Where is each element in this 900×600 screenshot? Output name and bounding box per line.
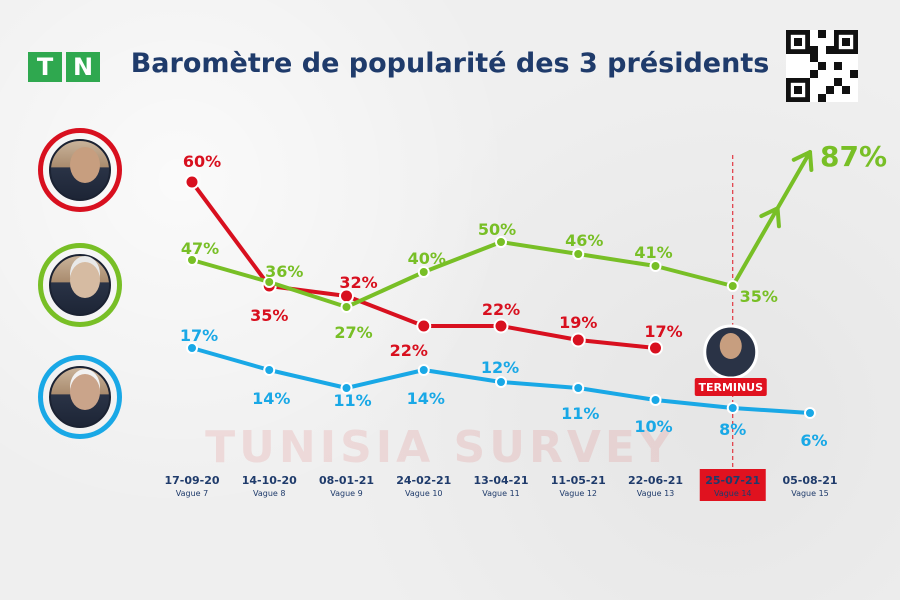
series-2-point-0 (186, 342, 198, 354)
series-2-label-1: 14% (252, 389, 290, 408)
series-0-label-2: 32% (339, 273, 377, 292)
x-tick-date-0: 17-09-20 (164, 474, 219, 487)
series-1-point-2 (340, 301, 353, 313)
series-2-label-0: 17% (180, 326, 218, 345)
series-2-label-2: 11% (333, 391, 371, 410)
x-tick-date-5: 11-05-21 (551, 474, 606, 487)
series-1-point-1 (263, 276, 276, 288)
trend-arrow-icon (791, 150, 814, 172)
watermark-text: TUNISIA SURVEY (205, 422, 675, 473)
x-axis: 17-09-20 Vague 7 14-10-20 Vague 8 08-01-21 Va… (164, 469, 838, 501)
x-tick-wave-7: Vague 14 (714, 489, 752, 498)
series-1-label-5: 46% (565, 231, 603, 250)
series-0-point-4 (493, 318, 509, 334)
x-tick-date-8: 05-08-21 (782, 474, 837, 487)
series-1-label-2: 27% (334, 323, 372, 342)
series-1-point-6 (649, 260, 662, 272)
series-0-point-3 (416, 318, 432, 334)
series-2-point-5 (572, 382, 585, 394)
series-2-label-6: 10% (634, 417, 672, 436)
series-layer: 60% 35% 32% 22% 22% 19% 17% 47% 36% 27% 40% 50% 46% 4… (180, 140, 887, 468)
logo-letter-n: N (66, 52, 100, 82)
x-tick-wave-6: Vague 13 (637, 489, 675, 498)
series-1-label-6: 41% (634, 243, 672, 262)
x-tick-wave-2: Vague 9 (330, 489, 362, 498)
series-1-label-0: 47% (181, 239, 219, 258)
series-2-label-8: 6% (800, 431, 827, 450)
series-0-point-5 (570, 332, 586, 348)
avatar-green-series (38, 243, 122, 327)
x-tick-wave-1: Vague 8 (253, 489, 285, 498)
series-2-label-7: 8% (719, 420, 746, 439)
qr-code (786, 30, 858, 102)
series-1-label-1: 36% (265, 262, 303, 281)
avatar-red-series (38, 128, 122, 212)
series-1-label-4: 50% (478, 220, 516, 239)
terminus-label: TERMINUS (698, 381, 763, 394)
series-0-label-3: 22% (390, 341, 428, 360)
series-2-label-4: 12% (481, 358, 519, 377)
x-highlight-box (699, 469, 766, 501)
series-0-label-1: 35% (250, 306, 288, 325)
x-tick-wave-8: Vague 15 (791, 489, 829, 498)
trend-arrow-icon (759, 206, 781, 229)
series-2-point-2 (340, 382, 353, 394)
series-2-point-3 (417, 364, 430, 376)
x-tick-wave-3: Vague 10 (405, 489, 443, 498)
series-0-point-6 (648, 340, 663, 356)
series-1-label-3: 40% (408, 249, 446, 268)
x-tick-wave-0: Vague 7 (176, 489, 208, 498)
series-1-point-5 (572, 248, 585, 260)
series-1-label-7: 35% (740, 287, 778, 306)
x-tick-wave-5: Vague 12 (559, 489, 597, 498)
tn-logo: T N (28, 52, 100, 82)
series-2-point-7 (726, 402, 739, 414)
x-tick-wave-4: Vague 11 (482, 489, 520, 498)
terminus-badge (694, 378, 767, 396)
series-2-label-3: 14% (407, 389, 445, 408)
x-tick-date-6: 22-06-21 (628, 474, 683, 487)
x-tick-date-1: 14-10-20 (242, 474, 297, 487)
series-1-point-0 (186, 254, 198, 266)
series-1-point-4 (495, 236, 507, 248)
series-0-point-0 (184, 174, 200, 190)
series-1-label-8: 87% (820, 140, 887, 173)
avatar-blue-series (38, 355, 122, 439)
series-2-point-8 (804, 407, 816, 419)
series-2-point-4 (495, 376, 507, 388)
series-2-label-5: 11% (561, 404, 599, 423)
logo-letter-t: T (28, 52, 62, 82)
series-0-label-4: 22% (482, 300, 520, 319)
x-tick-date-4: 13-04-21 (473, 474, 528, 487)
series-1-point-7 (726, 280, 739, 292)
series-2-point-6 (649, 394, 662, 406)
chart-title: Baromètre de popularité des 3 présidents (130, 48, 770, 79)
series-0-label-6: 17% (644, 322, 682, 341)
series-0-label-5: 19% (559, 313, 597, 332)
x-tick-date-7: 25-07-21 (705, 474, 760, 487)
series-0-label-0: 60% (183, 152, 221, 171)
series-1-point-3 (417, 266, 430, 278)
x-tick-date-3: 24-02-21 (396, 474, 451, 487)
series-2-point-1 (263, 364, 276, 376)
x-tick-date-2: 08-01-21 (319, 474, 374, 487)
terminus-avatar-face (719, 333, 742, 359)
